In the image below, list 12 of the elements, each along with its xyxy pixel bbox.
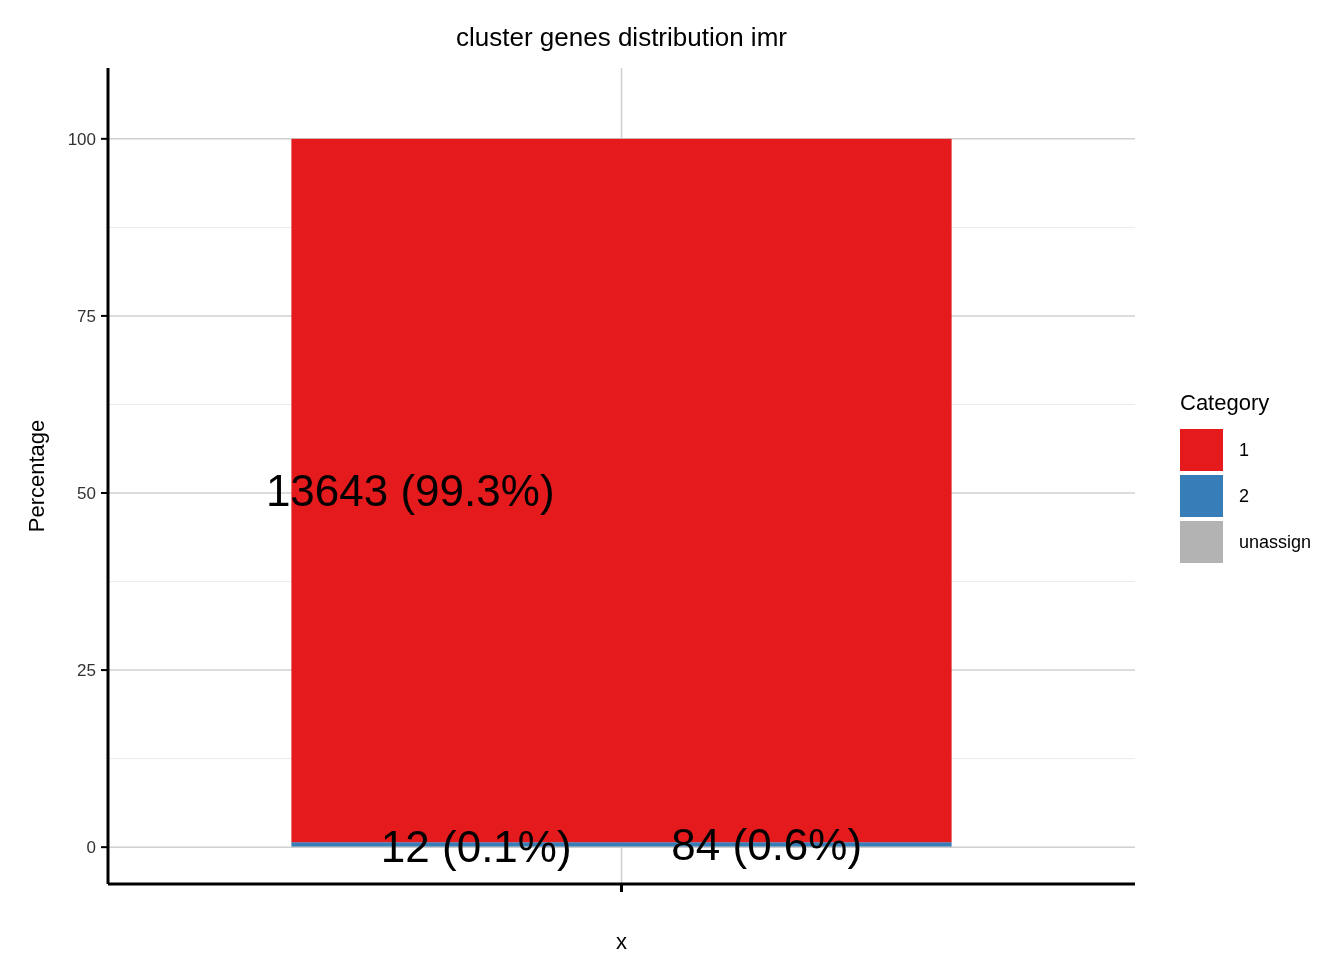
y-tick-label: 0 — [86, 838, 96, 858]
legend-label: unassign — [1239, 532, 1312, 553]
legend-label: 1 — [1239, 440, 1250, 461]
legend-label: 2 — [1239, 486, 1250, 507]
y-axis-title: Percentage — [24, 419, 49, 533]
chart-title: cluster genes distribution imr — [456, 22, 788, 52]
y-tick-label: 75 — [77, 306, 96, 326]
y-tick-label: 50 — [77, 483, 96, 503]
y-tick-label: 100 — [67, 129, 96, 149]
x-axis-title: x — [616, 929, 627, 954]
legend-title: Category — [1180, 390, 1270, 415]
y-tick-label: 25 — [77, 661, 96, 681]
